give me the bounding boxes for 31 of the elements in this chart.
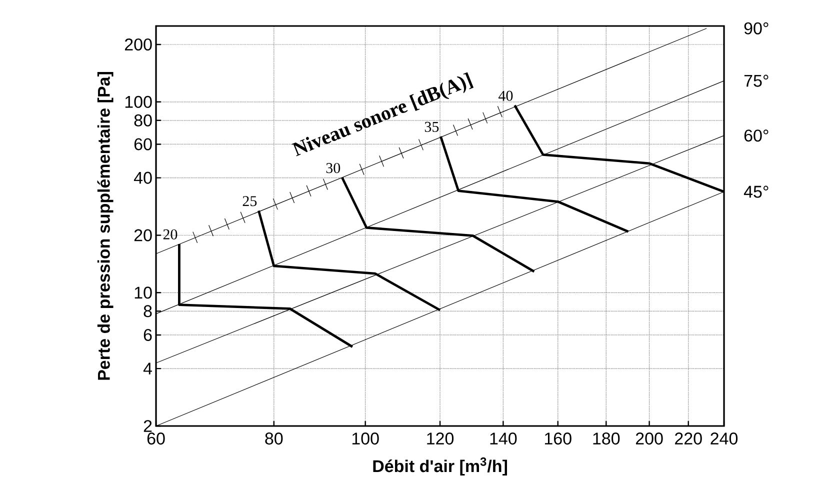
y-tick-label: 100 (125, 96, 152, 108)
y-tick-label: 4 (143, 362, 152, 374)
y-tick-label: 200 (124, 38, 152, 51)
series-label: 45° (744, 186, 768, 198)
series-label: 75° (744, 74, 768, 87)
y-tick-label: 2 (144, 420, 152, 432)
x-tick-label: 180 (593, 432, 620, 445)
x-tick-label: 200 (636, 432, 663, 445)
y-tick-label: 10 (134, 286, 152, 299)
annotation: 40 (498, 90, 513, 101)
x-tick-label: 140 (490, 432, 517, 445)
y-tick-label: 6 (144, 328, 152, 342)
annotation: 35 (424, 122, 439, 132)
x-axis-title: Débit d'air [m$^{3}$/h] (373, 457, 507, 476)
x-tick-label: 100 (352, 432, 379, 445)
series-label: 60° (744, 130, 768, 142)
y-tick-label: 40 (134, 172, 152, 184)
y-tick-label: 20 (134, 229, 152, 242)
text: 90° (744, 22, 768, 34)
annotation: 20 (163, 229, 178, 240)
y-tick-label: 8 (144, 305, 152, 318)
annotation: 30 (326, 162, 340, 174)
x-tick-label: 220 (675, 432, 702, 445)
y-tick-label: 80 (134, 114, 152, 126)
annotation: 25 (242, 196, 257, 206)
y-tick-label: 60 (134, 138, 152, 150)
y-axis-title: Perte de pression supplémentaire [Pa] (97, 72, 114, 380)
x-tick-label: 240 (710, 432, 738, 445)
x-tick-label: 80 (265, 432, 283, 445)
x-tick-label: 120 (427, 432, 454, 445)
x-tick-label: 160 (545, 432, 572, 445)
